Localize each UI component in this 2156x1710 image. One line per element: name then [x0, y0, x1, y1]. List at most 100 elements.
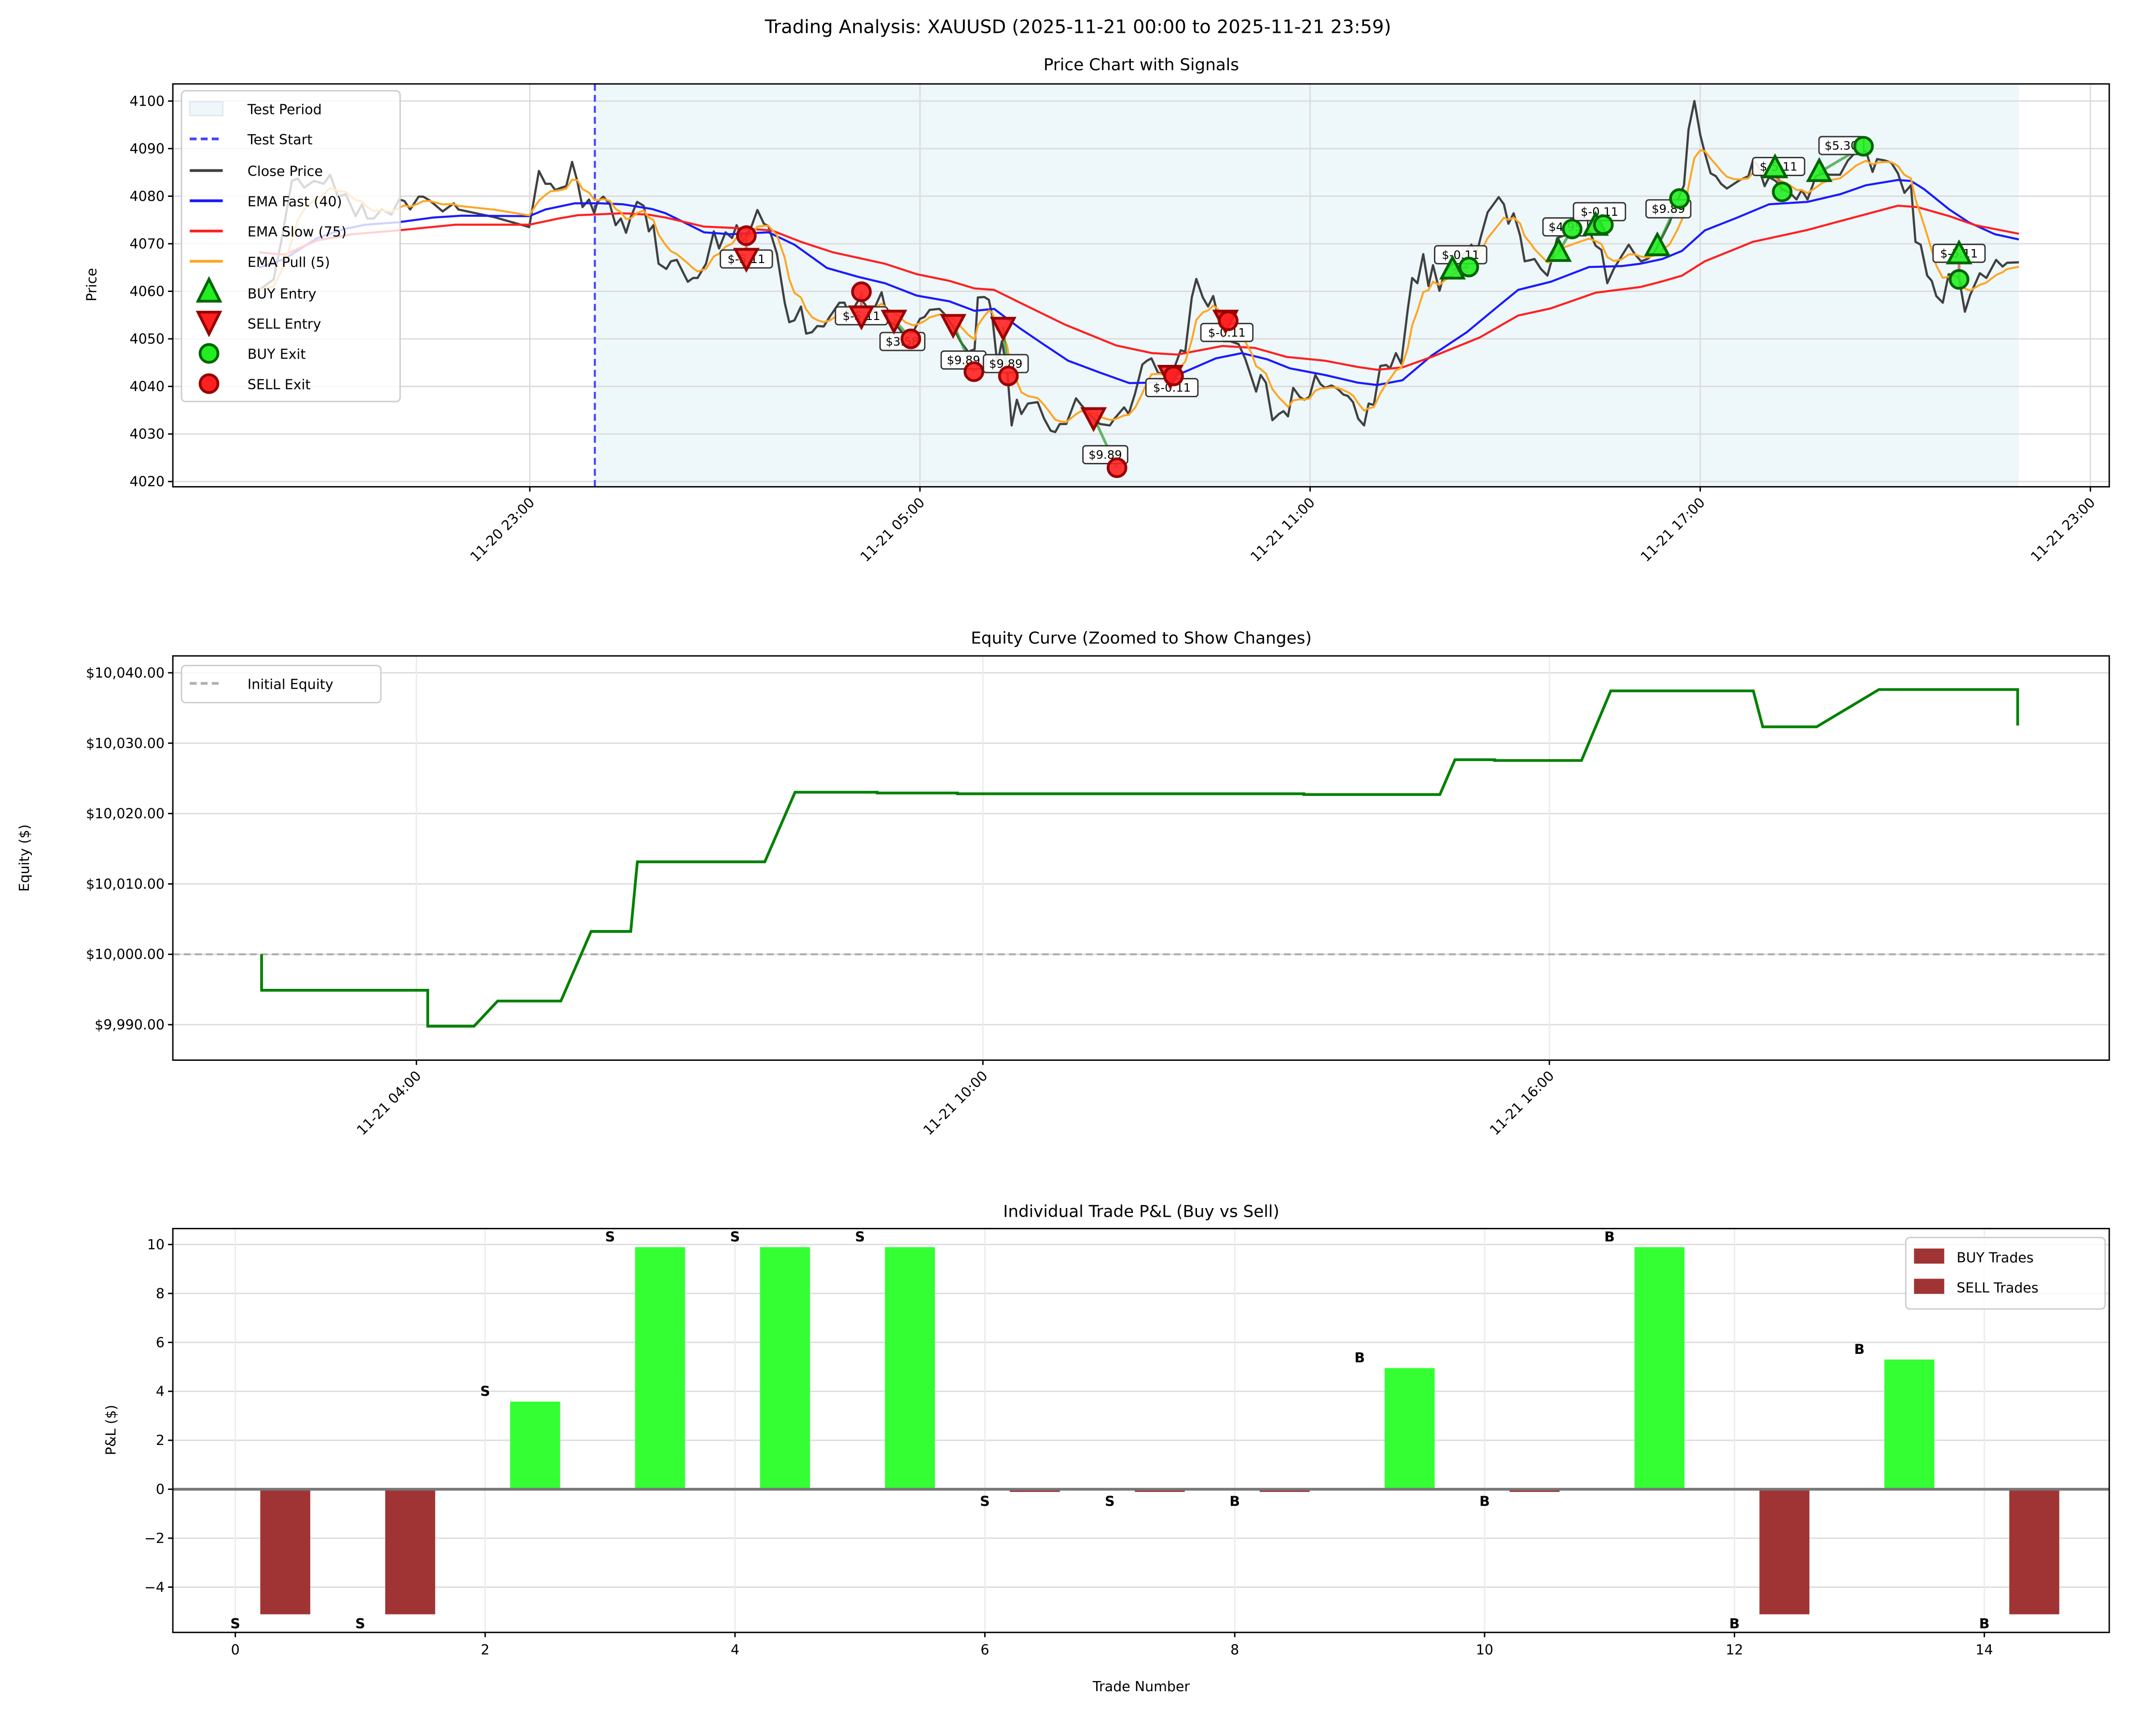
pnl-side-label: B — [1979, 1616, 1989, 1632]
equity-ytick-label: $10,020.00 — [86, 806, 165, 822]
price-ytick-label: 4050 — [130, 331, 165, 347]
pnl-xtick-label: 14 — [1975, 1642, 1993, 1658]
buy-exit-circle-icon — [198, 343, 220, 364]
sell-exit-circle-icon — [198, 373, 220, 394]
test-period-band — [595, 83, 2019, 487]
pnl-xtick-label: 6 — [981, 1642, 989, 1658]
test-period-swatch — [189, 101, 223, 116]
price-legend: Test Period Test Start Close Price EMA F… — [181, 90, 401, 403]
pnl-ytick-label: −2 — [144, 1530, 165, 1546]
price-legend-box — [181, 90, 401, 403]
pnl-ytick-label: −4 — [144, 1579, 165, 1595]
pnl-ytick-label: 10 — [147, 1237, 165, 1252]
sell-exit-marker — [963, 361, 985, 382]
pnl-xtick-label: 2 — [481, 1642, 489, 1658]
pnl-bar — [510, 1402, 560, 1489]
legend-buy-exit: BUY Exit — [248, 347, 306, 362]
pnl-xtick-label: 8 — [1230, 1642, 1239, 1658]
pnl-side-label: S — [480, 1384, 490, 1400]
legend-initial-equity: Initial Equity — [248, 676, 334, 692]
pnl-xtick-label: 4 — [731, 1642, 739, 1658]
pnl-side-label: S — [230, 1616, 240, 1632]
buy-trades-swatch — [1914, 1248, 1945, 1264]
price-ytick-label: 4060 — [130, 284, 165, 300]
equity-legend: Initial Equity — [181, 665, 382, 704]
pnl-side-label: S — [980, 1493, 990, 1509]
equity-ytick-label: $9,990.00 — [95, 1017, 165, 1033]
trade-pnl-panel: −4 −2 0 2 4 6 8 10 0 2 4 6 8 10 12 14 S S S S S S S S B B B B B B B — [144, 1228, 2110, 1658]
buy-exit-marker — [1669, 188, 1690, 209]
pnl-side-label: B — [1729, 1616, 1740, 1632]
price-ytick-label: 4100 — [130, 93, 165, 109]
price-ytick-label: 4020 — [130, 474, 165, 490]
pnl-legend: BUY Trades SELL Trades — [1905, 1237, 2106, 1310]
pnl-ytick-label: 4 — [156, 1384, 165, 1400]
legend-sell-trades: SELL Trades — [1957, 1280, 2039, 1296]
buy-entry-triangle-icon — [195, 276, 223, 303]
pnl-xtick-label: 12 — [1725, 1642, 1743, 1658]
pnl-bar — [260, 1489, 310, 1614]
pnl-bar — [885, 1247, 935, 1489]
pnl-side-label: S — [855, 1229, 865, 1245]
legend-sell-entry: SELL Entry — [248, 316, 321, 332]
pnl-ytick-label: 0 — [156, 1482, 165, 1498]
pnl-side-label: S — [730, 1229, 740, 1245]
legend-buy-trades: BUY Trades — [1957, 1250, 2034, 1265]
sell-trades-swatch — [1914, 1279, 1945, 1294]
price-ytick-label: 4090 — [130, 141, 165, 157]
pnl-bar — [1884, 1359, 1934, 1489]
close-price-line — [258, 100, 2019, 433]
equity-ytick-label: $10,030.00 — [86, 736, 165, 751]
buy-exit-marker — [1593, 214, 1614, 235]
buy-exit-marker — [1772, 181, 1793, 202]
sell-exit-marker — [998, 365, 1019, 387]
equity-legend-box — [181, 665, 382, 704]
price-ytick-label: 4040 — [130, 379, 165, 395]
pnl-bar — [2009, 1489, 2059, 1614]
buy-entry-marker — [1806, 157, 1833, 182]
equity-ytick-label: $10,040.00 — [86, 665, 165, 681]
pnl-bar — [1384, 1368, 1435, 1489]
legend-test-period: Test Period — [247, 102, 322, 118]
pnl-bar — [635, 1247, 685, 1489]
pnl-legend-box — [1905, 1237, 2106, 1310]
price-y-label: Price — [83, 268, 99, 301]
equity-ytick-label: $10,010.00 — [86, 876, 165, 892]
trade-pnl-label: $5.30 — [1824, 139, 1858, 153]
pnl-side-label: B — [1229, 1493, 1240, 1509]
sell-exit-marker — [1218, 310, 1239, 332]
pnl-y-label: P&L ($) — [103, 1405, 119, 1456]
equity-curve-line — [260, 688, 2019, 1028]
pnl-bar — [1759, 1489, 1809, 1614]
equity-chart-title: Equity Curve (Zoomed to Show Changes) — [971, 628, 1311, 648]
legend-buy-entry: BUY Entry — [248, 286, 317, 302]
sell-entry-marker — [880, 309, 907, 335]
pnl-axes-frame — [172, 1228, 2110, 1633]
legend-ema-fast: EMA Fast (40) — [248, 194, 342, 209]
buy-exit-marker — [1853, 136, 1874, 157]
sell-entry-marker — [848, 305, 875, 331]
buy-exit-marker — [1458, 256, 1479, 278]
sell-exit-marker — [1163, 365, 1184, 387]
sell-entry-marker — [989, 317, 1017, 342]
pnl-bar — [760, 1247, 810, 1489]
pnl-side-label: B — [1479, 1493, 1490, 1509]
price-ytick-label: 4070 — [130, 236, 165, 252]
pnl-side-label: B — [1604, 1229, 1615, 1245]
pnl-xtick-label: 10 — [1476, 1642, 1493, 1658]
equity-ytick-label: $10,000.00 — [86, 946, 165, 962]
pnl-side-label: S — [1105, 1493, 1115, 1509]
legend-close-price: Close Price — [248, 164, 323, 180]
pnl-ytick-label: 8 — [156, 1286, 165, 1302]
price-ytick-label: 4080 — [130, 188, 165, 204]
sell-entry-marker — [1080, 407, 1107, 432]
legend-sell-exit: SELL Exit — [248, 376, 311, 392]
buy-entry-marker — [1762, 153, 1789, 179]
price-ytick-label: 4030 — [130, 426, 165, 442]
pnl-xtick-label: 0 — [231, 1642, 239, 1658]
sell-exit-marker — [1106, 457, 1127, 478]
legend-ema-slow: EMA Slow (75) — [248, 224, 347, 240]
pnl-side-label: B — [1354, 1350, 1365, 1366]
ema-slow-line — [259, 205, 2019, 371]
